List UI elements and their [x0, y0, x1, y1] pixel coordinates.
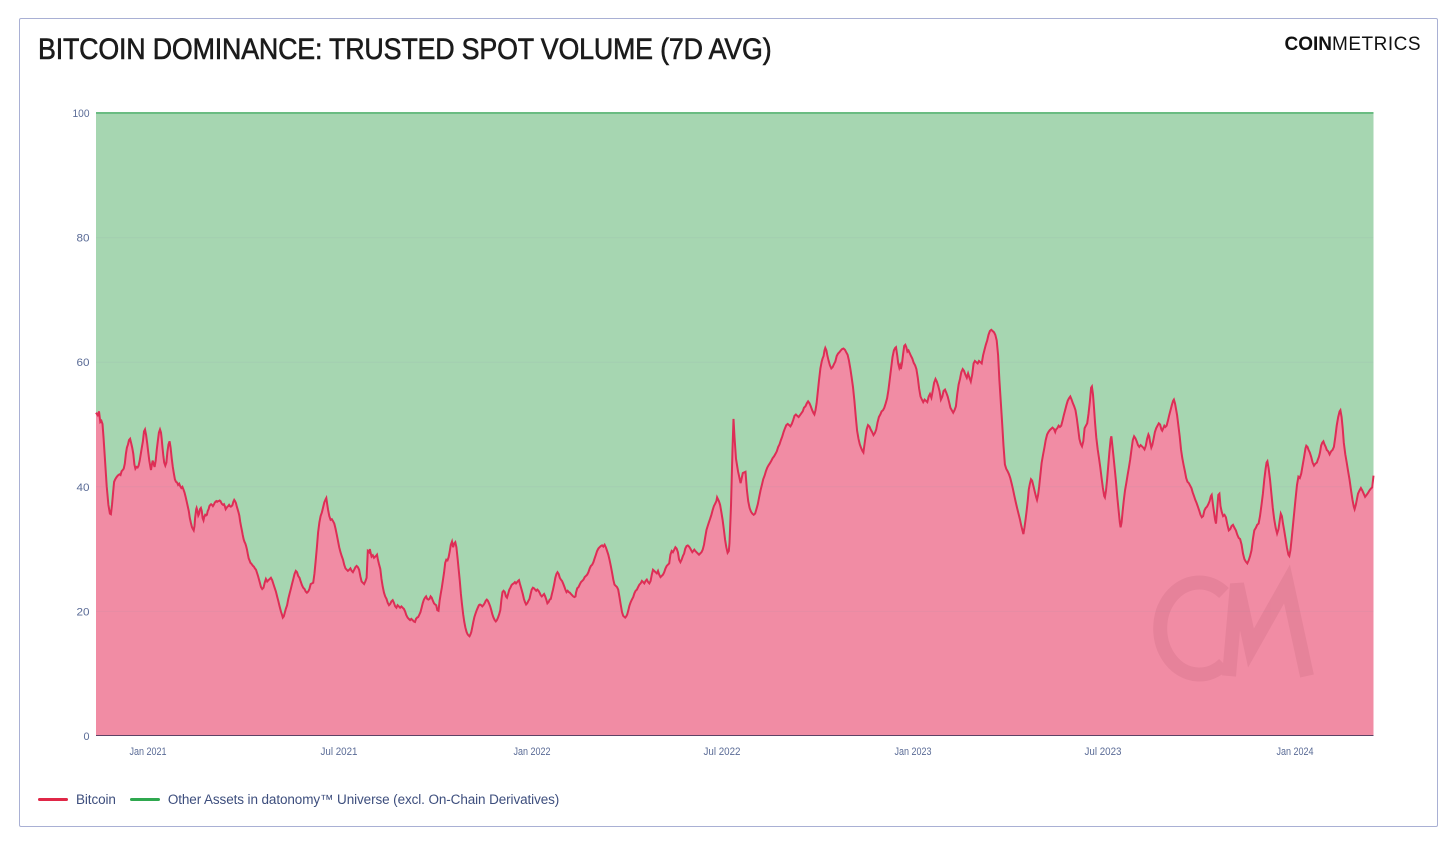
svg-text:80: 80	[77, 233, 90, 245]
svg-text:Jan 2022: Jan 2022	[514, 746, 551, 758]
svg-text:0: 0	[83, 731, 89, 743]
svg-text:20: 20	[77, 606, 90, 618]
svg-text:Jul 2023: Jul 2023	[1085, 746, 1122, 758]
svg-text:40: 40	[77, 482, 90, 494]
svg-text:60: 60	[77, 357, 90, 369]
svg-text:Jul 2021: Jul 2021	[321, 746, 358, 758]
svg-text:Jan 2023: Jan 2023	[895, 746, 932, 758]
svg-text:Jul 2022: Jul 2022	[704, 746, 741, 758]
svg-text:Jan 2021: Jan 2021	[130, 746, 167, 758]
svg-text:Jan 2024: Jan 2024	[1277, 746, 1314, 758]
svg-text:100: 100	[73, 108, 90, 120]
